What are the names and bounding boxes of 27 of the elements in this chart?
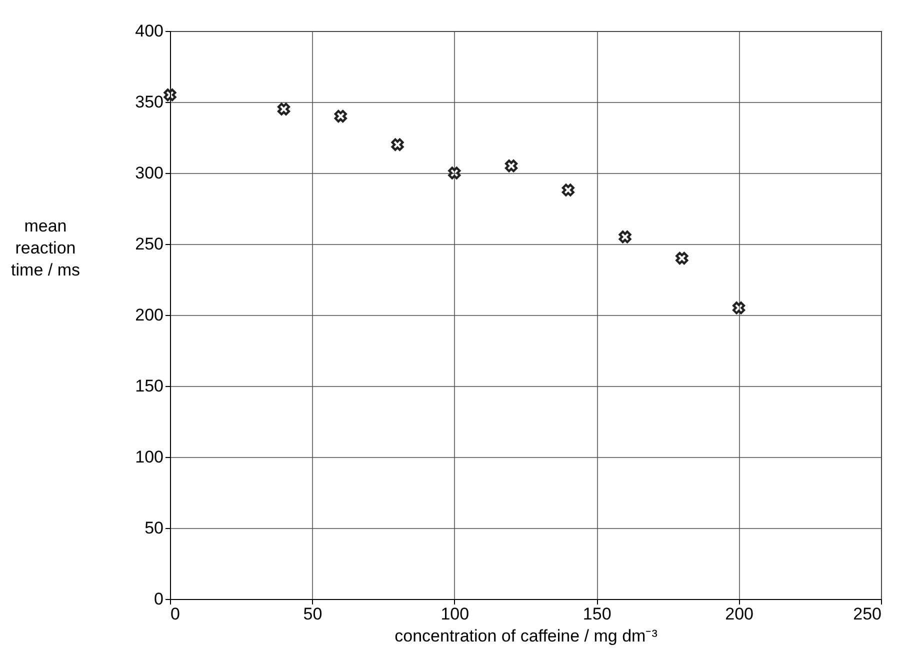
point [164,88,176,102]
y-tick-label: 200 [135,306,164,324]
x-tick-label: 50 [303,604,322,624]
point [504,160,518,172]
y-tick-label: 100 [135,448,164,466]
y-tick-label: 400 [135,22,164,40]
point [277,102,290,116]
x-tick-label: 0 [170,604,180,624]
y-tick-label: 300 [135,164,164,182]
point [448,166,461,180]
y-tick-label: 350 [135,92,164,112]
point [676,252,688,264]
point [562,184,574,196]
y-tick-label: 50 [144,518,164,538]
point [618,230,632,244]
x-tick-label: 200 [725,604,754,624]
point [732,302,746,314]
y-tick-label: 250 [135,234,164,254]
point [391,138,404,151]
y-tick-label: 150 [135,376,164,396]
x-tick-label: 150 [582,604,612,624]
y-tick-label: 0 [154,590,164,608]
point [334,110,347,122]
x-tick-label: 250 [853,604,882,624]
x-axis-title: concentration of caffeine / mg dm⁻³ [394,626,658,646]
x-tick-label: 100 [440,604,470,624]
y-axis-title: mean reaction time / ms [11,216,80,280]
